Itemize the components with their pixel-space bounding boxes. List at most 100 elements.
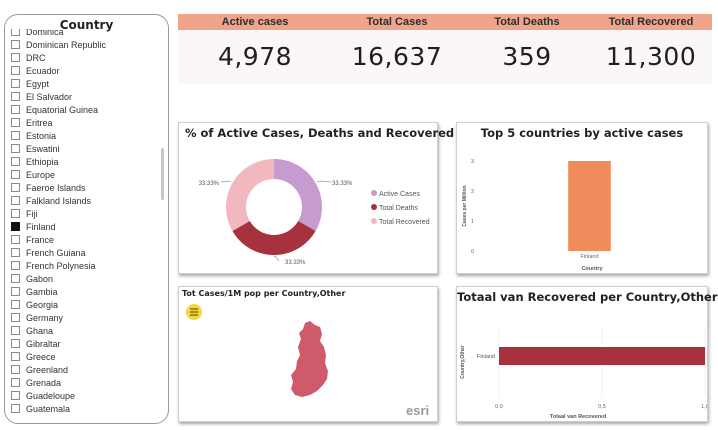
slicer-item[interactable]: Eswatini [11,142,161,155]
slicer-checkbox[interactable] [11,300,20,309]
slicer-item[interactable]: Falkland Islands [11,194,161,207]
legend-label[interactable]: Total Deaths [379,205,418,212]
slicer-item[interactable]: France [11,233,161,246]
top5-bar-chart[interactable]: 0 1 2 3 Finland Country Cases per Million [457,123,707,273]
recovered-bar-chart[interactable]: 0,0 0,5 1,0 Finland Totaal van Recovered Coun… [457,287,707,421]
slicer-item[interactable]: Guatemala [11,402,161,415]
slicer-checkbox[interactable] [11,365,20,374]
y-tick-label: 2 [471,189,474,195]
kpi-total-deaths-value: 359 [502,42,552,71]
slicer-item-label: Dominican Republic [26,39,107,50]
slicer-item[interactable]: Gabon [11,272,161,285]
slicer-checkbox[interactable] [11,352,20,361]
kpi-body [178,30,712,84]
donut-chart-card[interactable]: % of Active Cases, Deaths and Recovered … [178,122,454,274]
slicer-item[interactable]: Europe [11,168,161,181]
slicer-checkbox[interactable] [11,235,20,244]
slicer-item[interactable]: Guadeloupe [11,389,161,402]
slicer-checkbox[interactable] [11,170,20,179]
donut-slice[interactable] [226,159,274,231]
slicer-item[interactable]: Gibraltar [11,337,161,350]
slicer-item[interactable]: Ethiopia [11,155,161,168]
kpi-active-cases-value: 4,978 [217,42,293,71]
slicer-checkbox[interactable] [11,29,20,36]
slicer-item[interactable]: DRC [11,51,161,64]
slicer-list[interactable]: Dominica Dominican Republic DRC Ecuador Egyp… [11,29,161,421]
slicer-item[interactable]: Grenada [11,376,161,389]
slicer-item[interactable]: Germany [11,311,161,324]
slicer-item[interactable]: Faeroe Islands [11,181,161,194]
slicer-title: Country [59,18,114,32]
slicer-item-label: Gibraltar [26,338,61,349]
slicer-checkbox[interactable] [11,118,20,127]
slicer-item[interactable]: Georgia [11,298,161,311]
slicer-checkbox[interactable] [11,131,20,140]
slicer-checkbox[interactable] [11,248,20,257]
top5-bar[interactable] [568,161,611,251]
slicer-item-label: French Polynesia [26,260,96,271]
slicer-item[interactable]: Fiji [11,207,161,220]
slicer-item-label: French Guiana [26,247,86,258]
slicer-checkbox[interactable] [11,66,20,75]
country-slicer[interactable]: Country Dominica Dominican Republic DRC Ecu… [4,14,169,424]
slicer-checkbox[interactable] [11,222,20,231]
slicer-item[interactable]: Eritrea [11,116,161,129]
map-card[interactable]: Tot Cases/1M pop per Country,Other esri [178,286,438,422]
slicer-checkbox[interactable] [11,313,20,322]
slicer-item[interactable]: French Polynesia [11,259,161,272]
top5-chart-card[interactable]: Top 5 countries by active cases 0 1 2 3 Finl… [456,122,708,274]
slicer-item[interactable]: French Guiana [11,246,161,259]
slicer-checkbox[interactable] [11,261,20,270]
slicer-item[interactable]: Ghana [11,324,161,337]
slicer-item[interactable]: Dominican Republic [11,38,161,51]
slicer-checkbox[interactable] [11,339,20,348]
slicer-item[interactable]: Greece [11,350,161,363]
finland-shape[interactable] [291,321,328,397]
slicer-item[interactable]: Finland [11,220,161,233]
slicer-scrollbar[interactable] [161,148,164,200]
slicer-item-label: Egypt [26,78,50,89]
legend-label[interactable]: Active Cases [379,191,420,198]
slicer-checkbox[interactable] [11,157,20,166]
top5-chart-title: Top 5 countries by active cases [480,126,684,140]
legend-label[interactable]: Total Recovered [379,219,430,226]
slicer-item[interactable]: Equatorial Guinea [11,103,161,116]
donut-slice[interactable] [274,159,322,231]
slicer-checkbox[interactable] [11,209,20,218]
slicer-item[interactable]: Estonia [11,129,161,142]
kpi-total-deaths-label: Total Deaths [494,16,560,28]
slicer-checkbox[interactable] [11,144,20,153]
slicer-item-label: DRC [26,52,46,63]
recovered-chart-card[interactable]: Totaal van Recovered per Country,Other 0… [456,286,718,422]
slicer-item[interactable]: Gambia [11,285,161,298]
slicer-checkbox[interactable] [11,274,20,283]
slicer-item-label: Gabon [26,273,54,284]
slicer-item[interactable]: El Salvador [11,90,161,103]
map-legend-icon[interactable] [186,304,202,320]
slicer-checkbox[interactable] [11,183,20,192]
slicer-checkbox[interactable] [11,53,20,62]
slicer-checkbox[interactable] [11,92,20,101]
donut-chart[interactable]: 33.33% 33.33% 33.33% Active Cases Total Deat… [179,123,437,273]
slicer-checkbox[interactable] [11,378,20,387]
kpi-total-deaths: Total Deaths 359 [462,14,592,71]
slicer-checkbox[interactable] [11,40,20,49]
recovered-bar[interactable] [499,347,705,365]
slicer-item-label: Faeroe Islands [26,182,86,193]
slicer-checkbox[interactable] [11,196,20,205]
slicer-checkbox[interactable] [11,287,20,296]
slicer-item[interactable]: Greenland [11,363,161,376]
slicer-item-label: Guadeloupe [26,390,76,401]
kpi-total-recovered-value: 11,300 [605,42,697,71]
kpi-header-band [178,14,712,30]
slicer-item[interactable]: Egypt [11,77,161,90]
slicer-checkbox[interactable] [11,79,20,88]
slicer-checkbox[interactable] [11,105,20,114]
slicer-checkbox[interactable] [11,404,20,413]
slicer-item[interactable]: Ecuador [11,64,161,77]
slicer-checkbox[interactable] [11,391,20,400]
donut-slice[interactable] [232,221,316,255]
map-canvas[interactable]: esri [179,287,437,421]
slicer-checkbox[interactable] [11,326,20,335]
slicer-item[interactable]: Dominica [11,29,161,38]
